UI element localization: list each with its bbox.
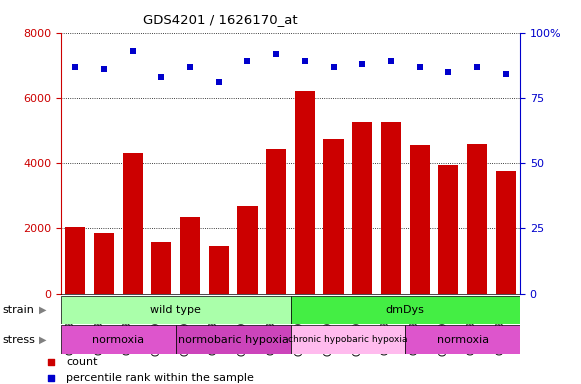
- Text: chronic hypobaric hypoxia: chronic hypobaric hypoxia: [288, 335, 408, 344]
- Bar: [61, 325, 175, 354]
- Text: ▶: ▶: [39, 305, 46, 315]
- Point: [415, 63, 424, 70]
- Point: [386, 58, 396, 65]
- Bar: [65, 227, 85, 294]
- Bar: [209, 247, 229, 294]
- Text: strain: strain: [3, 305, 35, 315]
- Point: [71, 63, 80, 70]
- Bar: [238, 206, 257, 294]
- Bar: [410, 145, 429, 294]
- Text: stress: stress: [3, 334, 36, 345]
- Point: [214, 79, 224, 85]
- Text: normobaric hypoxia: normobaric hypoxia: [178, 334, 289, 345]
- Bar: [467, 144, 487, 294]
- Text: normoxia: normoxia: [92, 334, 145, 345]
- Bar: [290, 296, 520, 324]
- Bar: [180, 217, 200, 294]
- Bar: [290, 325, 406, 354]
- Bar: [406, 325, 520, 354]
- Point: [333, 182, 343, 189]
- Text: ▶: ▶: [39, 334, 46, 345]
- Text: normoxia: normoxia: [436, 334, 489, 345]
- Bar: [266, 149, 286, 294]
- Bar: [94, 233, 114, 294]
- Bar: [438, 165, 458, 294]
- Point: [300, 58, 310, 65]
- Point: [185, 63, 195, 70]
- Text: dmDys: dmDys: [386, 305, 425, 315]
- Point: [128, 48, 137, 54]
- Bar: [152, 242, 171, 294]
- Point: [329, 63, 338, 70]
- Point: [333, 329, 343, 335]
- Point: [271, 50, 281, 56]
- Point: [472, 63, 482, 70]
- Text: percentile rank within the sample: percentile rank within the sample: [66, 373, 254, 383]
- Bar: [324, 139, 343, 294]
- Bar: [61, 296, 290, 324]
- Bar: [381, 122, 401, 294]
- Bar: [295, 91, 315, 294]
- Text: count: count: [66, 357, 98, 367]
- Point: [444, 69, 453, 75]
- Point: [243, 58, 252, 65]
- Point: [501, 71, 510, 78]
- Point: [357, 61, 367, 67]
- Point: [99, 66, 109, 72]
- Bar: [175, 325, 290, 354]
- Bar: [496, 171, 516, 294]
- Text: GDS4201 / 1626170_at: GDS4201 / 1626170_at: [144, 13, 298, 26]
- Point: [157, 74, 166, 80]
- Bar: [123, 154, 143, 294]
- Text: wild type: wild type: [150, 305, 201, 315]
- Bar: [352, 122, 372, 294]
